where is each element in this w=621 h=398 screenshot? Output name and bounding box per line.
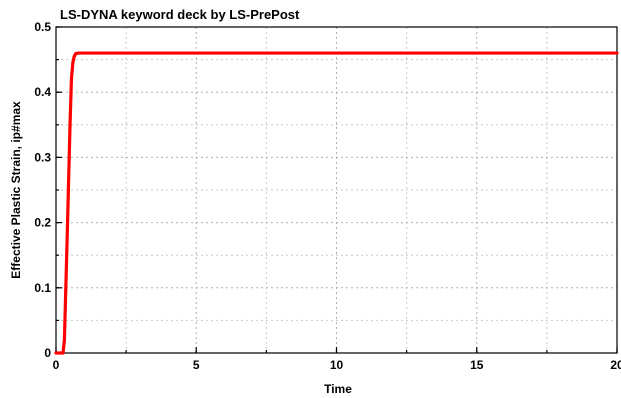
- tick-marks: [55, 26, 618, 354]
- y-tick-label: 0.5: [34, 20, 51, 34]
- x-tick-label: 0: [53, 358, 60, 372]
- y-tick-label: 0.4: [34, 85, 51, 99]
- y-tick-label: 0: [44, 346, 51, 360]
- chart-title: LS-DYNA keyword deck by LS-PrePost: [60, 7, 300, 22]
- grid: [56, 27, 617, 353]
- x-tick-labels: 0 5 10 15 20: [53, 358, 621, 372]
- y-tick-label: 0.1: [34, 281, 51, 295]
- x-tick-label: 5: [193, 358, 200, 372]
- series-line-1: [54, 51, 619, 355]
- x-tick-label: 20: [610, 358, 621, 372]
- x-axis-label: Time: [324, 382, 352, 396]
- y-tick-label: 0.3: [34, 150, 51, 164]
- y-axis-label: Effective Plastic Strain, ip#max: [9, 101, 23, 279]
- x-tick-label: 15: [470, 358, 484, 372]
- y-tick-label: 0.2: [34, 216, 51, 230]
- x-tick-label: 10: [330, 358, 344, 372]
- y-tick-labels: 0 0.1 0.2 0.3 0.4 0.5: [34, 20, 51, 360]
- series-layer: [54, 51, 619, 355]
